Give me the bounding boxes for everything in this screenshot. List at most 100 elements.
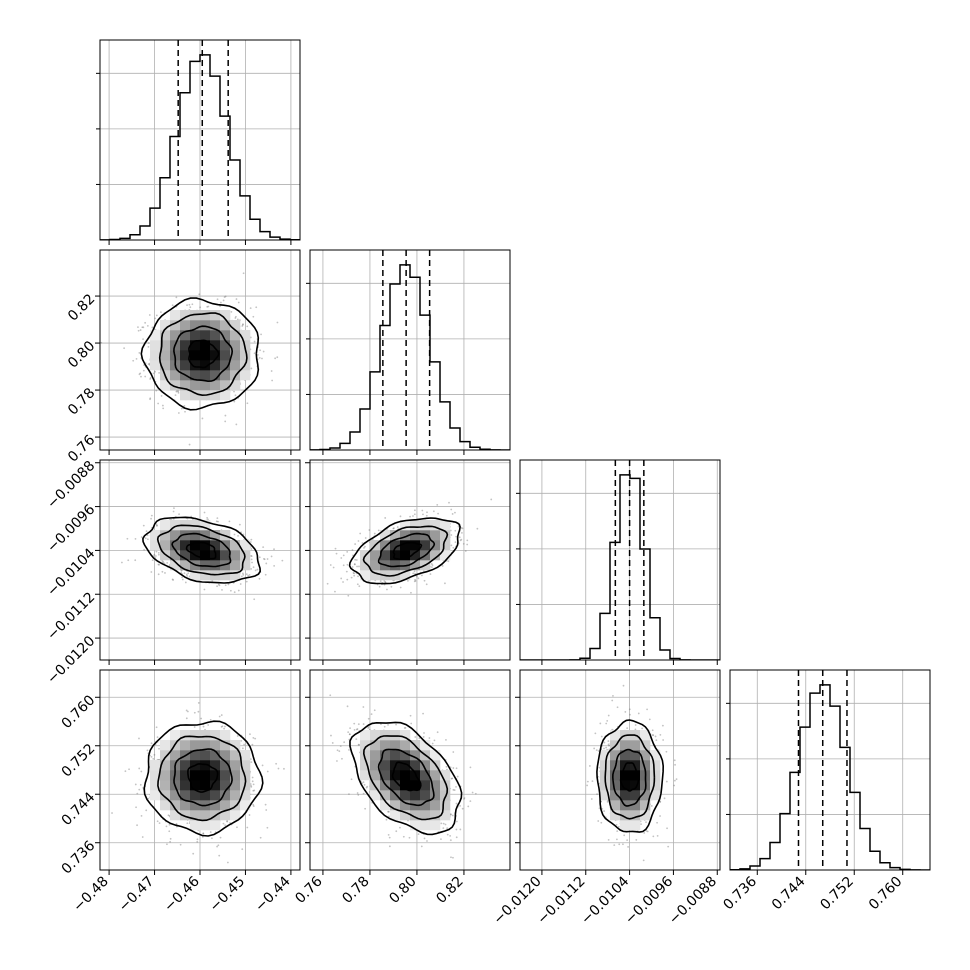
y-tick-label-3-1: 0.744 [59, 789, 99, 829]
density-cell [180, 560, 191, 571]
contour-2-1-0 [392, 541, 423, 561]
scatter-point [226, 820, 229, 822]
scatter-point [432, 510, 435, 513]
scatter-point [238, 523, 241, 526]
scatter-point [413, 513, 416, 516]
contour-3-2-1 [611, 748, 647, 807]
scatter-point [355, 728, 358, 731]
density-cell [370, 550, 381, 561]
density-cell [200, 360, 211, 371]
x-tick-label-3-0: 0.736 [720, 873, 760, 913]
scatter-point [218, 854, 221, 857]
scatter-point [455, 836, 458, 839]
scatter-point [594, 732, 597, 735]
density-cell [640, 800, 651, 811]
density-cell [610, 780, 621, 791]
scatter-point [203, 511, 206, 514]
density-cell [220, 800, 231, 811]
density-cell [230, 780, 241, 791]
scatter-point [455, 535, 458, 538]
scatter-point [138, 767, 141, 770]
density-cell [200, 770, 211, 781]
scatter-point [452, 788, 455, 791]
scatter-point [603, 810, 606, 812]
scatter-point [420, 845, 423, 848]
scatter-point [202, 832, 205, 835]
density-cell [630, 770, 641, 781]
y-tick-label-3-0: 0.736 [59, 838, 99, 878]
scatter-point [264, 573, 267, 576]
scatter-point [100, 341, 103, 344]
scatter-point [149, 398, 151, 401]
contour-3-2-3 [596, 719, 665, 833]
density-cell [410, 530, 421, 541]
scatter-point [353, 563, 356, 565]
scatter-point [384, 581, 387, 583]
density-cell [430, 810, 441, 821]
scatter-point [147, 345, 150, 348]
density-cell [160, 800, 171, 811]
scatter-point [357, 723, 360, 726]
density-cell [190, 810, 201, 821]
scatter-point [245, 580, 248, 583]
scatter-point [174, 394, 177, 397]
contour-2-1-1 [377, 532, 436, 568]
scatter-point [466, 543, 469, 546]
scatter-point [155, 524, 158, 527]
scatter-point [606, 719, 609, 722]
scatter-point [490, 498, 493, 501]
scatter-point [220, 726, 223, 728]
scatter-point [183, 405, 186, 407]
scatter-point [223, 296, 226, 299]
density-cell [230, 360, 241, 371]
density-cell [420, 760, 431, 771]
scatter-point [648, 718, 651, 721]
density-cell [620, 770, 631, 781]
density-cell [410, 750, 421, 761]
scatter-point [451, 814, 454, 817]
scatter-point [386, 588, 388, 591]
scatter-point [250, 548, 253, 550]
scatter-point [265, 809, 268, 811]
density-cell [210, 390, 221, 401]
scatter-point [358, 585, 361, 588]
scatter-point [456, 775, 459, 778]
scatter-point [607, 743, 610, 746]
density-cell [160, 520, 171, 531]
y-tick-label-3-3: 0.760 [59, 692, 99, 732]
density-cell [170, 530, 181, 541]
scatter-point [588, 765, 591, 767]
scatter-point [422, 736, 425, 738]
scatter-point [600, 821, 603, 824]
scatter-point [651, 729, 654, 732]
scatter-point [177, 390, 179, 393]
scatter-point [331, 742, 334, 744]
density-cell [420, 540, 431, 551]
scatter-point [442, 827, 445, 830]
scatter-point [463, 798, 465, 800]
scatter-point [216, 585, 218, 588]
scatter-point [149, 378, 152, 380]
density-cell [420, 740, 431, 751]
scatter-point [370, 713, 373, 716]
scatter-point [249, 541, 252, 543]
scatter-point [277, 767, 280, 770]
scatter-point [137, 329, 140, 332]
scatter-point [249, 307, 252, 310]
density-cell [410, 790, 421, 801]
scatter-point [666, 827, 668, 830]
scatter-point [198, 293, 201, 296]
scatter-point [357, 743, 360, 746]
density-cell [440, 780, 451, 791]
scatter-point [162, 407, 165, 410]
scatter-point [157, 573, 160, 576]
density-cell [430, 790, 441, 801]
scatter-point [134, 559, 137, 562]
scatter-point [168, 823, 171, 826]
density-cell [390, 810, 401, 821]
scatter-point [605, 746, 608, 749]
scatter-point [351, 549, 354, 551]
scatter-point [152, 757, 155, 760]
contour-3-0-2 [157, 735, 247, 822]
scatter-point [254, 737, 257, 740]
